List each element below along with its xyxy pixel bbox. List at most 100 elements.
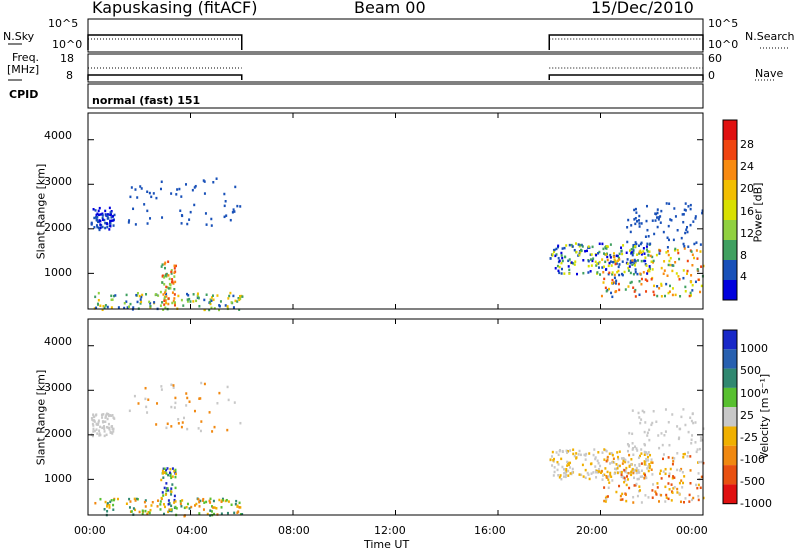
- range-gate-cell: [572, 262, 575, 265]
- range-gate-cell: [191, 188, 194, 192]
- range-gate-cell: [631, 448, 634, 451]
- range-gate-cell: [640, 277, 643, 281]
- range-gate-cell: [558, 265, 561, 269]
- range-gate-cell: [96, 212, 99, 216]
- range-gate-cell: [146, 222, 149, 225]
- range-gate-cell: [567, 469, 570, 473]
- range-gate-cell: [549, 257, 552, 260]
- range-gate-cell: [236, 204, 239, 208]
- range-gate-cell: [633, 464, 636, 467]
- range-gate-cell: [632, 471, 635, 475]
- range-gate-cell: [623, 469, 626, 472]
- range-gate-cell: [116, 497, 119, 501]
- range-gate-cell: [163, 505, 166, 509]
- range-gate-cell: [664, 430, 667, 433]
- range-gate-cell: [609, 243, 612, 246]
- range-gate-cell: [644, 278, 647, 281]
- range-gate-cell: [162, 308, 165, 311]
- range-gate-cell: [579, 453, 582, 457]
- range-gate-cell: [560, 261, 563, 265]
- range-gate-cell: [680, 467, 683, 471]
- range-gate-cell: [628, 464, 631, 468]
- range-gate-cell: [552, 459, 555, 462]
- range-gate-cell: [230, 301, 233, 304]
- range-gate-cell: [95, 428, 98, 431]
- range-gate-cell: [149, 302, 152, 305]
- range-gate-cell: [617, 464, 620, 468]
- range-gate-cell: [189, 210, 192, 214]
- range-gate-cell: [626, 443, 629, 446]
- range-gate-cell: [108, 414, 111, 417]
- range-gate-cell: [690, 419, 693, 423]
- range-gate-cell: [110, 499, 113, 502]
- range-gate-cell: [202, 497, 205, 501]
- range-gate-cell: [125, 502, 128, 506]
- range-gate-cell: [104, 221, 107, 225]
- range-gate-cell: [685, 272, 688, 275]
- nsky-trace: [87, 34, 243, 50]
- range-gate-cell: [609, 462, 612, 465]
- range-gate-cell: [645, 264, 648, 267]
- power-cb-tick-20: 20: [740, 182, 754, 195]
- range-gate-cell: [163, 297, 166, 300]
- range-gate-cell: [644, 463, 647, 466]
- range-gate-cell: [156, 505, 159, 508]
- range-gate-cell: [166, 487, 169, 490]
- range-gate-cell: [699, 436, 702, 439]
- range-gate-cell: [638, 485, 641, 488]
- range-gate-cell: [649, 242, 652, 246]
- range-gate-cell: [598, 260, 601, 264]
- range-gate-cell: [572, 452, 575, 456]
- freq-tick-bottom: 8: [66, 69, 73, 82]
- range-gate-cell: [97, 298, 100, 302]
- range-gate-cell: [635, 466, 638, 470]
- range-gate-cell: [111, 298, 114, 301]
- range-gate-cell: [660, 493, 663, 497]
- range-gate-cell: [581, 463, 584, 467]
- velocity-cb-tick-m25: -25: [740, 431, 758, 444]
- range-gate-cell: [195, 502, 198, 506]
- range-gate-cell: [639, 475, 642, 479]
- beam-title: Beam 00: [354, 0, 426, 17]
- range-gate-cell: [615, 463, 618, 466]
- range-gate-cell: [162, 476, 165, 479]
- range-gate-cell: [602, 252, 605, 255]
- range-gate-cell: [656, 225, 659, 229]
- range-gate-cell: [646, 242, 649, 246]
- range-gate-cell: [671, 293, 674, 297]
- range-gate-cell: [203, 298, 206, 302]
- range-gate-cell: [225, 214, 228, 217]
- range-gate-cell: [164, 493, 167, 496]
- range-gate-cell: [635, 471, 638, 475]
- range-gate-cell: [697, 498, 700, 502]
- range-gate-cell: [628, 431, 631, 435]
- range-gate-cell: [156, 402, 159, 405]
- range-gate-cell: [603, 458, 606, 461]
- range-gate-cell: [106, 505, 109, 508]
- range-gate-cell: [170, 509, 173, 513]
- range-gate-cell: [167, 489, 170, 492]
- range-gate-cell: [136, 291, 139, 295]
- range-gate-cell: [650, 458, 653, 461]
- range-gate-cell: [672, 264, 675, 267]
- range-gate-cell: [106, 417, 109, 421]
- range-gate-cell: [159, 500, 162, 503]
- range-gate-cell: [647, 235, 650, 238]
- range-gate-cell: [143, 500, 146, 504]
- nsky-tick-top: 10^5: [48, 17, 79, 30]
- power-ytick-3000: 3000: [44, 175, 72, 188]
- range-gate-cell: [123, 306, 126, 310]
- range-gate-cell: [617, 256, 620, 260]
- range-gate-cell: [579, 250, 582, 254]
- xtick-2: 08:00: [278, 524, 310, 537]
- range-gate-cell: [597, 262, 600, 265]
- range-gate-cell: [626, 475, 629, 478]
- range-gate-cell: [558, 259, 561, 263]
- range-gate-cell: [681, 486, 684, 489]
- range-gate-cell: [607, 475, 610, 478]
- range-gate-cell: [682, 242, 685, 246]
- range-gate-cell: [172, 386, 175, 389]
- range-gate-cell: [603, 473, 606, 477]
- range-gate-cell: [165, 489, 168, 492]
